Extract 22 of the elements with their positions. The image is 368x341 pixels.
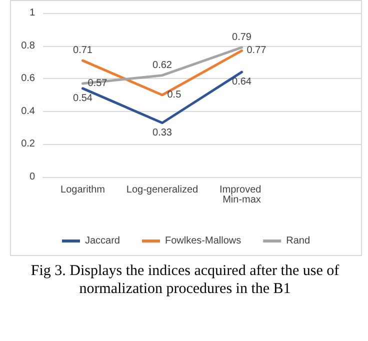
- legend-label: Rand: [286, 236, 310, 246]
- data-label: 0.5: [167, 90, 182, 100]
- data-label: 0.62: [152, 60, 172, 71]
- data-label: 0.64: [232, 76, 252, 88]
- legend-label: Jaccard: [84, 236, 120, 246]
- y-tick-label: 0.2: [21, 138, 36, 150]
- caption: Fig 3. Displays the indices acquired after the use of normalization procedures in the B1: [30, 262, 340, 298]
- y-tick-label: 0: [29, 172, 36, 182]
- x-tick-label: Logarithm: [60, 184, 105, 196]
- y-tick-label: 0.4: [21, 106, 36, 117]
- data-label: 0.57: [88, 78, 108, 90]
- data-label: 0.54: [73, 92, 93, 104]
- x-tick-label: Log-generalized: [126, 184, 198, 196]
- data-label: 0.77: [246, 45, 267, 56]
- y-tick-label: 0.6: [21, 73, 36, 84]
- x-tick-label: Improved Min-max: [220, 184, 264, 206]
- y-tick-label: 1: [29, 8, 36, 18]
- y-tick-label: 0.8: [21, 40, 36, 52]
- data-label: 0.71: [73, 45, 93, 56]
- data-label: 0.79: [232, 32, 252, 43]
- data-label: 0.33: [152, 127, 172, 138]
- legend-label: Fowlkes-Mallows: [164, 236, 242, 246]
